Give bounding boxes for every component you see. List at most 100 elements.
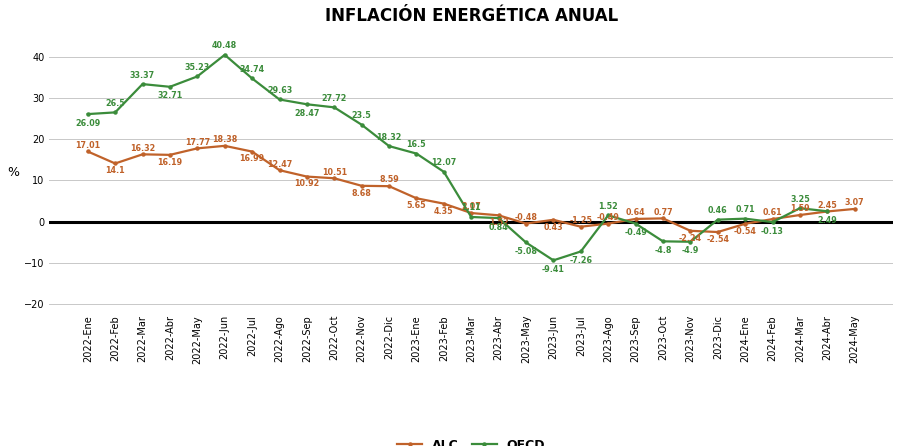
- Text: 32.71: 32.71: [158, 91, 183, 100]
- Text: 16.19: 16.19: [158, 158, 183, 167]
- Text: 12.07: 12.07: [431, 158, 456, 167]
- OECD: [110, 110, 121, 115]
- Text: 0.43: 0.43: [544, 223, 563, 232]
- Text: 28.47: 28.47: [294, 109, 320, 118]
- OECD: [302, 102, 312, 107]
- ALC: [740, 221, 751, 227]
- Text: 2.45: 2.45: [817, 201, 837, 210]
- Text: 34.74: 34.74: [239, 65, 265, 74]
- ALC: [247, 149, 257, 154]
- Text: 5.65: 5.65: [407, 201, 427, 210]
- Text: 40.48: 40.48: [212, 41, 238, 50]
- ALC: [548, 217, 559, 223]
- Text: 4.35: 4.35: [434, 206, 454, 215]
- Text: 26.5: 26.5: [105, 99, 125, 108]
- Text: -9.41: -9.41: [542, 265, 565, 274]
- OECD: [274, 97, 285, 102]
- Text: 12.47: 12.47: [267, 160, 293, 169]
- ALC: [438, 201, 449, 206]
- Y-axis label: %: %: [7, 165, 19, 179]
- OECD: [247, 76, 257, 81]
- OECD: [658, 239, 669, 244]
- ALC: [850, 206, 860, 211]
- Text: 0.77: 0.77: [653, 208, 673, 217]
- Text: -0.13: -0.13: [761, 227, 784, 235]
- Line: OECD: OECD: [86, 53, 829, 262]
- OECD: [603, 213, 614, 218]
- Text: -1.25: -1.25: [570, 216, 592, 225]
- OECD: [685, 239, 696, 244]
- Text: 3.07: 3.07: [845, 198, 865, 207]
- ALC: [165, 152, 176, 157]
- OECD: [466, 215, 477, 220]
- ALC: [822, 209, 832, 214]
- Text: 1.11: 1.11: [462, 203, 481, 212]
- Text: -4.8: -4.8: [654, 246, 671, 255]
- OECD: [411, 151, 422, 156]
- OECD: [575, 249, 586, 254]
- OECD: [83, 112, 94, 117]
- ALC: [713, 229, 724, 235]
- Text: 35.23: 35.23: [184, 63, 210, 72]
- ALC: [220, 143, 230, 149]
- OECD: [192, 74, 202, 79]
- Text: 26.09: 26.09: [75, 119, 101, 128]
- OECD: [520, 240, 531, 245]
- OECD: [822, 209, 832, 214]
- Text: 2.49: 2.49: [817, 216, 837, 225]
- Text: 1.52: 1.52: [489, 218, 508, 227]
- ALC: [630, 216, 641, 222]
- Text: 1.59: 1.59: [790, 204, 810, 213]
- ALC: [658, 216, 669, 221]
- Text: 3.25: 3.25: [790, 194, 810, 204]
- Title: INFLACIÓN ENERGÉTICA ANUAL: INFLACIÓN ENERGÉTICA ANUAL: [325, 7, 618, 25]
- Text: 18.38: 18.38: [212, 135, 238, 144]
- Text: 2.07: 2.07: [462, 202, 482, 211]
- OECD: [630, 221, 641, 226]
- Text: -2.24: -2.24: [679, 234, 702, 243]
- Text: 23.5: 23.5: [352, 111, 372, 120]
- Text: 8.59: 8.59: [379, 175, 399, 185]
- Text: 33.37: 33.37: [130, 70, 155, 79]
- OECD: [493, 215, 504, 221]
- Text: 14.1: 14.1: [105, 166, 125, 175]
- Line: ALC: ALC: [86, 145, 856, 234]
- Text: -7.26: -7.26: [570, 256, 592, 265]
- ALC: [466, 211, 477, 216]
- OECD: [795, 206, 806, 211]
- OECD: [438, 169, 449, 174]
- Text: 16.32: 16.32: [130, 144, 155, 153]
- Text: 0.84: 0.84: [489, 223, 508, 231]
- Text: -0.48: -0.48: [515, 213, 537, 222]
- ALC: [520, 221, 531, 226]
- ALC: [274, 168, 285, 173]
- Text: 1.52: 1.52: [598, 202, 618, 211]
- ALC: [383, 183, 394, 189]
- ALC: [603, 221, 614, 226]
- Legend: ALC, OECD: ALC, OECD: [398, 438, 545, 446]
- Text: -0.54: -0.54: [734, 227, 757, 235]
- OECD: [137, 82, 148, 87]
- Text: -4.9: -4.9: [681, 246, 699, 255]
- Text: 8.68: 8.68: [352, 189, 372, 198]
- Text: -0.49: -0.49: [597, 213, 619, 222]
- OECD: [328, 105, 339, 110]
- ALC: [328, 176, 339, 181]
- Text: 17.01: 17.01: [76, 141, 100, 150]
- Text: 27.72: 27.72: [321, 94, 347, 103]
- Text: 0.46: 0.46: [708, 206, 727, 215]
- OECD: [548, 258, 559, 263]
- ALC: [192, 146, 202, 151]
- Text: -5.08: -5.08: [515, 247, 537, 256]
- OECD: [713, 217, 724, 223]
- ALC: [685, 228, 696, 233]
- Text: 0.61: 0.61: [762, 208, 782, 217]
- OECD: [165, 84, 176, 90]
- OECD: [356, 122, 367, 128]
- OECD: [220, 52, 230, 58]
- ALC: [356, 183, 367, 189]
- ALC: [493, 213, 504, 218]
- Text: 16.5: 16.5: [407, 140, 427, 149]
- ALC: [575, 224, 586, 229]
- Text: 17.77: 17.77: [184, 138, 210, 147]
